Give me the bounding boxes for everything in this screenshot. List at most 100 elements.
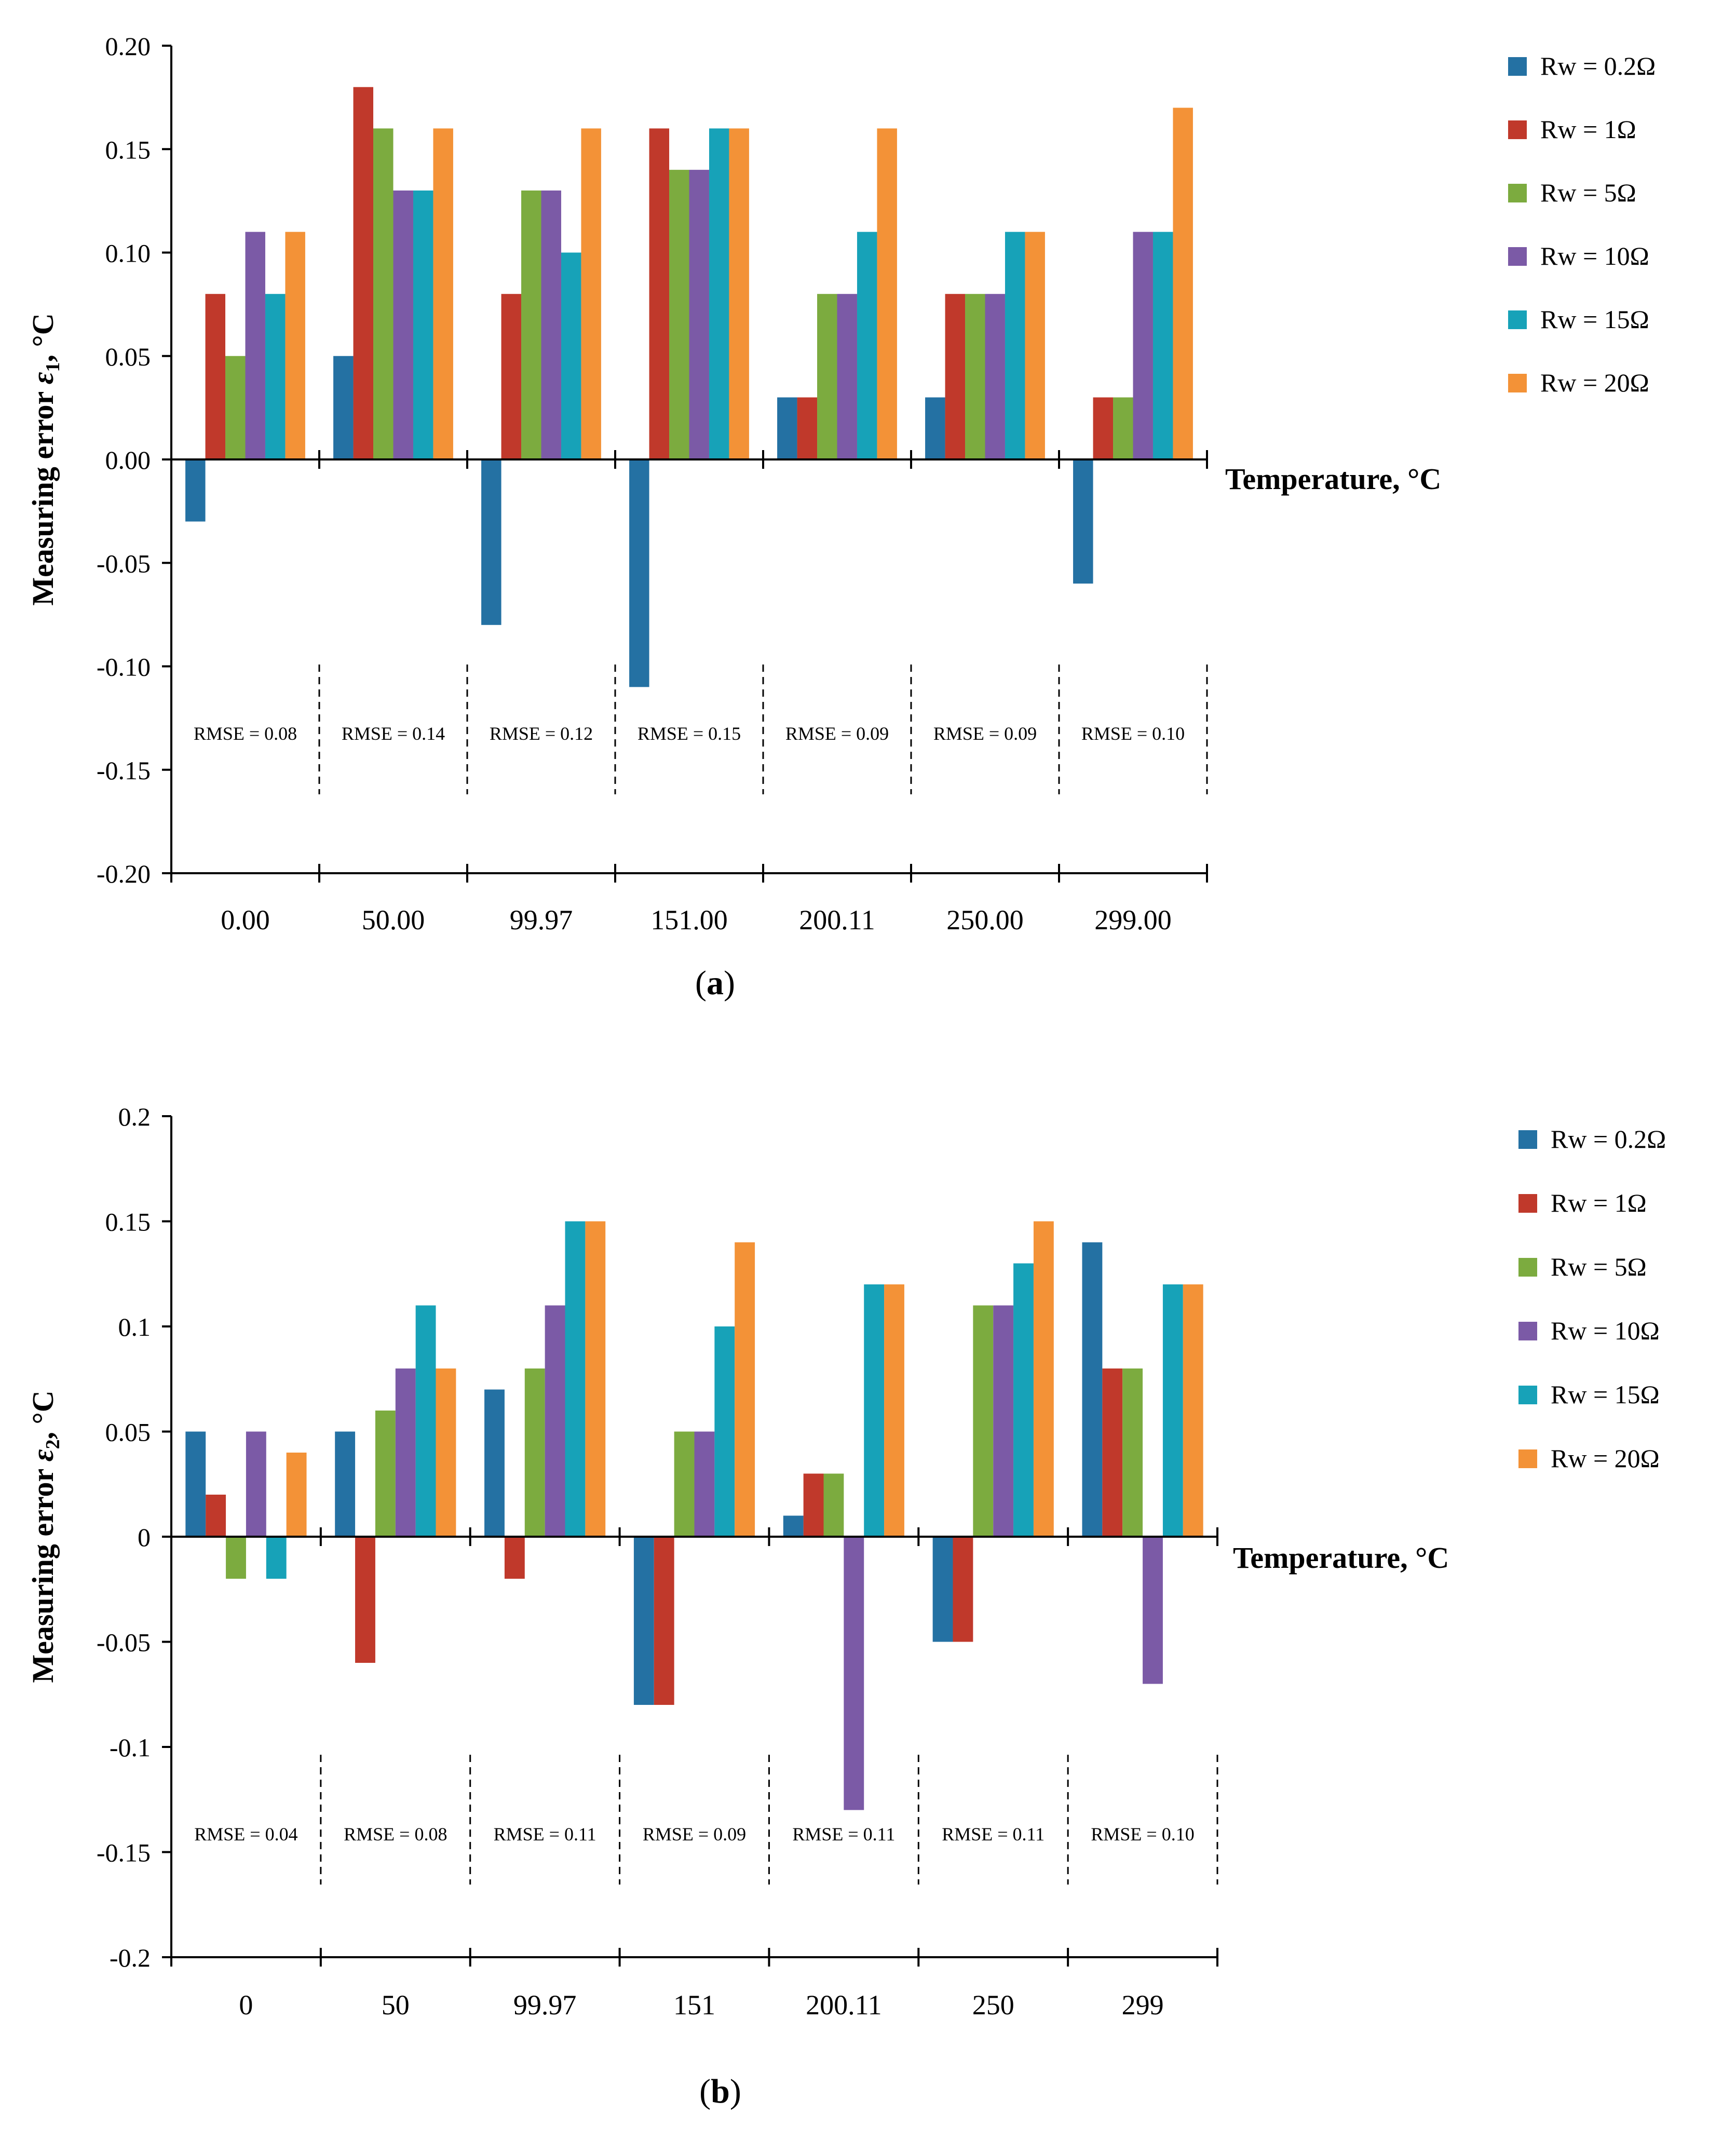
x-category-label: 99.97 bbox=[513, 1989, 577, 2021]
bar-a-s4-c2 bbox=[561, 252, 581, 459]
y-tick-label: 0.10 bbox=[105, 239, 151, 268]
bar-b-s2-c1 bbox=[375, 1411, 396, 1537]
bar-b-s4-c2 bbox=[565, 1221, 586, 1537]
legend-swatch bbox=[1518, 1386, 1537, 1404]
bar-a-s1-c1 bbox=[353, 87, 374, 459]
legend-swatch bbox=[1508, 184, 1527, 202]
rmse-label: RMSE = 0.09 bbox=[643, 1824, 746, 1845]
bar-b-s4-c5 bbox=[1013, 1263, 1034, 1537]
y-axis-title-unit: , °C bbox=[26, 1390, 60, 1439]
legend-swatch bbox=[1508, 247, 1527, 266]
bar-b-s1-c1 bbox=[355, 1537, 375, 1663]
x-category-label: 0.00 bbox=[221, 904, 270, 936]
bar-b-s1-c3 bbox=[654, 1537, 674, 1705]
bar-b-s0-c2 bbox=[484, 1389, 505, 1537]
bar-b-s1-c6 bbox=[1102, 1368, 1123, 1537]
rmse-label: RMSE = 0.12 bbox=[490, 723, 593, 744]
rmse-label: RMSE = 0.15 bbox=[638, 723, 741, 744]
bar-b-s3-c4 bbox=[844, 1537, 864, 1810]
bar-b-s3-c5 bbox=[993, 1305, 1014, 1537]
legend-label: Rw = 5Ω bbox=[1551, 1252, 1647, 1281]
bar-b-s5-c3 bbox=[735, 1242, 755, 1537]
bar-b-s2-c2 bbox=[524, 1368, 545, 1537]
bar-a-s3-c0 bbox=[245, 232, 265, 459]
bar-a-s2-c5 bbox=[965, 294, 985, 459]
chart-b: 0.2 0.15 0.1 0.05 0 -0.05 -0.1 -0.15 -0.2 0 RMSE =… bbox=[26, 1102, 1666, 2110]
x-category-label: 99.97 bbox=[510, 904, 573, 936]
y-axis-title-main: Measuring error bbox=[26, 384, 60, 605]
panel-letter: a bbox=[707, 964, 724, 1002]
legend-label: Rw = 1Ω bbox=[1551, 1188, 1647, 1217]
legend-label: Rw = 5Ω bbox=[1540, 178, 1636, 207]
bar-b-s4-c6 bbox=[1162, 1284, 1183, 1537]
y-tick-label: 0.05 bbox=[105, 1418, 151, 1447]
x-category-label: 299 bbox=[1122, 1989, 1164, 2021]
bar-a-s3-c4 bbox=[837, 294, 857, 459]
rmse-label: RMSE = 0.11 bbox=[942, 1824, 1045, 1845]
rmse-label: RMSE = 0.10 bbox=[1081, 723, 1185, 744]
legend-swatch bbox=[1518, 1258, 1537, 1277]
bar-b-s0-c4 bbox=[783, 1515, 804, 1537]
y-tick-label: 0.00 bbox=[105, 445, 151, 475]
legend-label: Rw = 15Ω bbox=[1540, 305, 1649, 334]
bar-a-s2-c1 bbox=[373, 128, 394, 459]
bar-a-s5-c1 bbox=[433, 128, 453, 459]
x-category-label: 151.00 bbox=[650, 904, 728, 936]
bar-a-s0-c1 bbox=[333, 356, 354, 459]
bar-a-s5-c4 bbox=[877, 128, 897, 459]
y-tick-label: -0.15 bbox=[97, 756, 151, 785]
panel-paren-close: ) bbox=[730, 2072, 741, 2110]
y-axis-title-symbol: ε bbox=[26, 1449, 60, 1461]
y-tick-label: -0.05 bbox=[97, 549, 151, 578]
bar-b-s5-c1 bbox=[436, 1368, 456, 1537]
legend-label: Rw = 0.2Ω bbox=[1551, 1124, 1666, 1154]
bar-a-s2-c3 bbox=[669, 170, 689, 460]
bar-b-s3-c2 bbox=[545, 1305, 565, 1537]
bar-a-s0-c3 bbox=[629, 459, 649, 687]
bar-b-s0-c0 bbox=[185, 1431, 206, 1537]
y-axis-title-subscript: 1 bbox=[42, 362, 64, 372]
bar-b-s2-c5 bbox=[973, 1305, 994, 1537]
legend-swatch bbox=[1508, 374, 1527, 392]
y-tick-label: -0.10 bbox=[97, 653, 151, 682]
bar-b-s4-c0 bbox=[266, 1537, 287, 1579]
bar-b-s1-c4 bbox=[803, 1473, 824, 1537]
bar-b-s4-c3 bbox=[714, 1326, 735, 1537]
x-category-label: 200.11 bbox=[799, 904, 875, 936]
bar-a-s3-c3 bbox=[689, 170, 709, 460]
panel-paren-open: ( bbox=[695, 964, 707, 1002]
bar-b-s2-c3 bbox=[674, 1431, 695, 1537]
legend-swatch bbox=[1518, 1194, 1537, 1213]
bar-a-s0-c6 bbox=[1073, 459, 1093, 584]
bar-b-s2-c0 bbox=[226, 1537, 246, 1579]
bar-a-s2-c0 bbox=[225, 356, 246, 459]
legend-swatch bbox=[1518, 1449, 1537, 1468]
y-tick-label: -0.05 bbox=[97, 1628, 151, 1657]
bar-b-s4-c1 bbox=[415, 1305, 436, 1537]
y-tick-label: -0.1 bbox=[110, 1733, 151, 1762]
bar-a-s1-c3 bbox=[649, 128, 670, 459]
bar-a-s1-c6 bbox=[1093, 397, 1114, 459]
bar-a-s0-c0 bbox=[185, 459, 206, 522]
bar-a-s3-c2 bbox=[541, 190, 561, 459]
legend-label: Rw = 1Ω bbox=[1540, 115, 1636, 144]
bar-b-s5-c6 bbox=[1183, 1284, 1203, 1537]
bar-a-s5-c3 bbox=[729, 128, 749, 459]
bar-b-s5-c5 bbox=[1033, 1221, 1054, 1537]
x-category-label: 200.11 bbox=[806, 1989, 882, 2021]
chart-a: 0.20 0.15 0.10 0.05 0.00 -0.05 -0.10 -0.15 -0.20… bbox=[26, 32, 1656, 1002]
y-tick-label: 0.15 bbox=[105, 135, 151, 164]
bar-a-s1-c0 bbox=[205, 294, 226, 459]
legend-swatch bbox=[1508, 310, 1527, 329]
y-tick-label: -0.2 bbox=[110, 1943, 151, 1972]
bar-a-s3-c5 bbox=[985, 294, 1005, 459]
bar-a-s5-c2 bbox=[581, 128, 601, 459]
x-category-label: 250 bbox=[972, 1989, 1014, 2021]
bar-b-s3-c3 bbox=[694, 1431, 715, 1537]
y-axis-title: Measuring error ε1, °C bbox=[26, 313, 64, 605]
legend-label: Rw = 10Ω bbox=[1551, 1316, 1660, 1345]
legend-swatch bbox=[1518, 1322, 1537, 1340]
y-axis-title-symbol: ε bbox=[26, 372, 60, 384]
panel-paren-open: ( bbox=[699, 2072, 711, 2110]
